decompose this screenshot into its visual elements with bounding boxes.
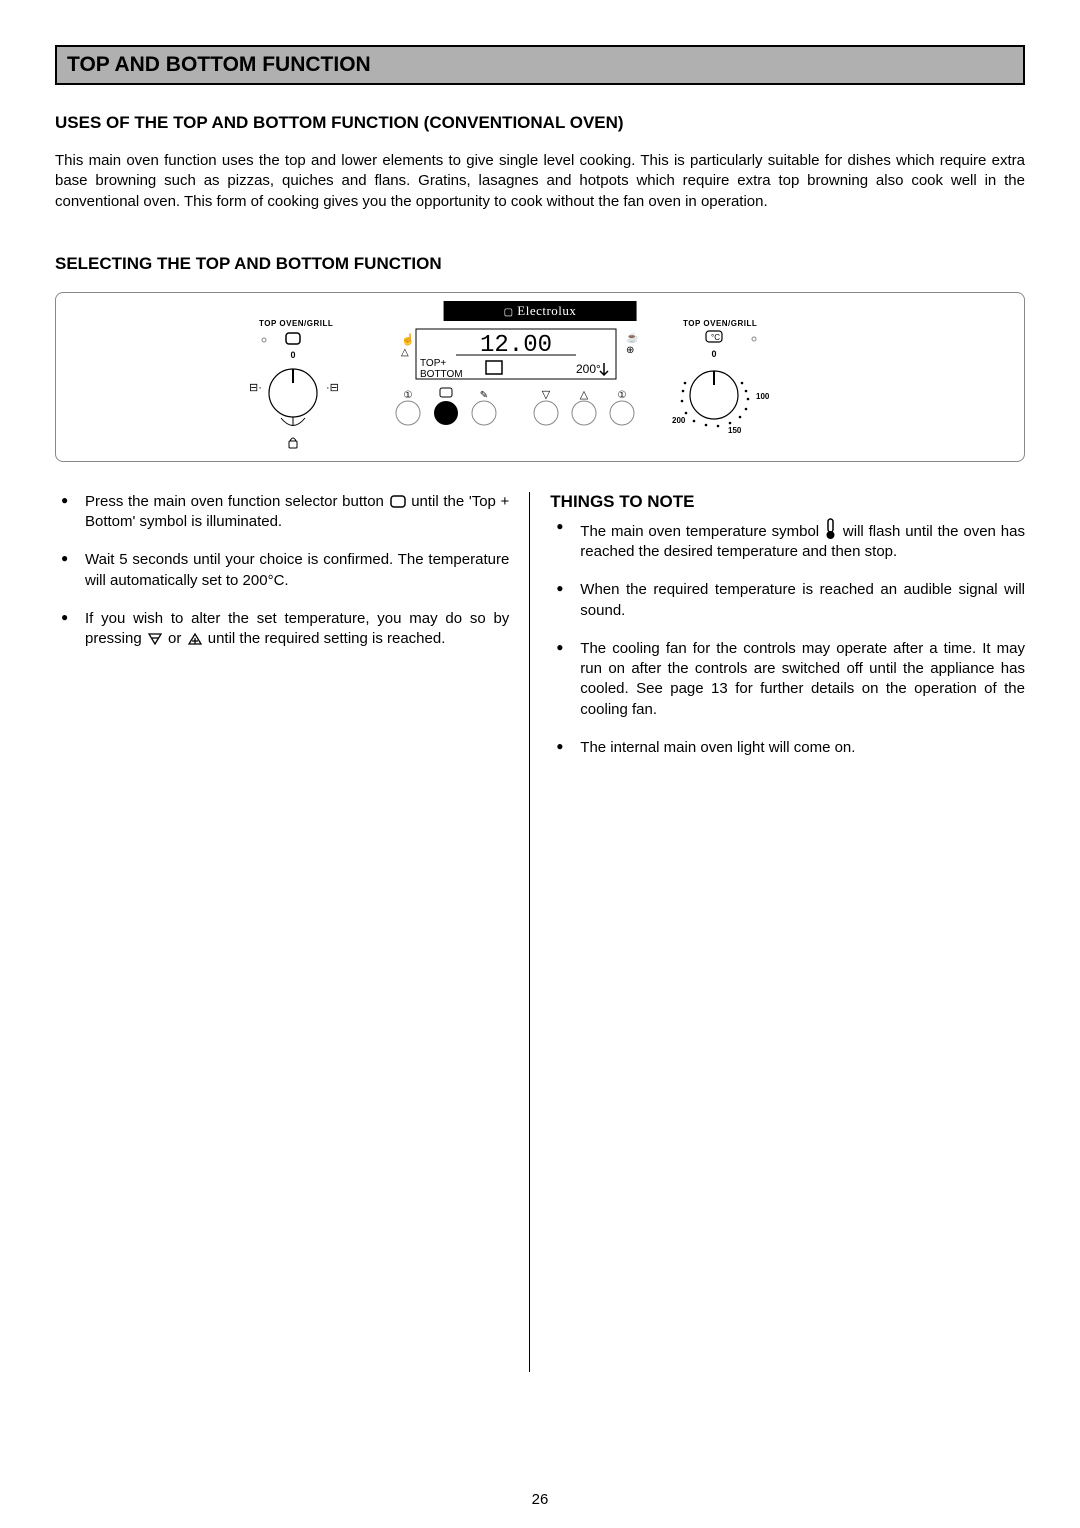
section-title-bar: TOP AND BOTTOM FUNCTION xyxy=(55,45,1025,85)
svg-text:°C: °C xyxy=(711,333,720,342)
list-item: Wait 5 seconds until your choice is conf… xyxy=(55,550,509,591)
section-title: TOP AND BOTTOM FUNCTION xyxy=(67,53,371,76)
svg-text:·⊟: ·⊟ xyxy=(326,382,339,394)
selecting-heading: SELECTING THE TOP AND BOTTOM FUNCTION xyxy=(55,254,1025,274)
svg-text:△: △ xyxy=(401,347,409,358)
bullet-text-pre: Press the main oven function selector bu… xyxy=(85,493,389,510)
svg-text:0: 0 xyxy=(711,349,716,359)
right-knob-icon: °C 0 100 150 200 xyxy=(666,323,796,453)
control-panel-diagram: ▢ Electrolux TOP OVEN/GRILL 0 ⊟· ·⊟ ☝ △ … xyxy=(55,292,1025,462)
right-column: THINGS TO NOTE The main oven temperature… xyxy=(530,492,1025,1372)
list-item: Press the main oven function selector bu… xyxy=(55,492,509,533)
svg-text:△: △ xyxy=(580,389,589,401)
svg-text:200°: 200° xyxy=(576,362,601,376)
thermometer-icon xyxy=(824,518,838,540)
bullet-text: Wait 5 seconds until your choice is conf… xyxy=(85,551,509,588)
svg-text:☝: ☝ xyxy=(401,332,415,346)
brand-label: ▢ Electrolux xyxy=(444,301,637,321)
svg-text:①: ① xyxy=(618,390,627,401)
svg-text:0: 0 xyxy=(290,350,295,360)
list-item: The main oven temperature symbol will fl… xyxy=(550,518,1025,563)
svg-text:⊕: ⊕ xyxy=(626,345,634,356)
uses-heading: USES OF THE TOP AND BOTTOM FUNCTION (CON… xyxy=(55,113,1025,133)
list-item: The internal main oven light will come o… xyxy=(550,738,1025,758)
svg-text:☕: ☕ xyxy=(626,331,638,344)
bullet-text: The cooling fan for the controls may ope… xyxy=(580,640,1025,718)
page-number: 26 xyxy=(532,1491,549,1508)
svg-text:200: 200 xyxy=(672,416,686,425)
svg-text:TOP+: TOP+ xyxy=(420,358,446,369)
center-display-icon: ☝ △ 12.00 TOP+ BOTTOM 200° ☕ ⊕ ① ✎ ▽ △ ① xyxy=(386,321,646,451)
bullet-text-mid: or xyxy=(168,630,186,647)
bullet-text-pre: The main oven temperature symbol xyxy=(580,523,824,540)
list-item: If you wish to alter the set temperature… xyxy=(55,609,509,650)
svg-text:150: 150 xyxy=(728,426,742,435)
plus-arrow-icon xyxy=(186,632,204,646)
right-bullet-list: The main oven temperature symbol will fl… xyxy=(550,518,1025,758)
svg-text:BOTTOM: BOTTOM xyxy=(420,369,463,380)
svg-text:▽: ▽ xyxy=(542,389,551,401)
left-knob-icon: 0 ⊟· ·⊟ xyxy=(226,323,346,453)
notes-heading: THINGS TO NOTE xyxy=(550,492,1025,512)
minus-arrow-icon xyxy=(146,632,164,646)
svg-text:①: ① xyxy=(404,390,413,401)
bullet-text-post: until the required setting is reached. xyxy=(208,630,446,647)
rounded-square-icon xyxy=(389,495,407,509)
bullet-text: When the required temperature is reached… xyxy=(580,581,1025,618)
svg-text:⊟·: ⊟· xyxy=(249,382,262,394)
two-column-layout: Press the main oven function selector bu… xyxy=(55,492,1025,1372)
list-item: When the required temperature is reached… xyxy=(550,580,1025,621)
left-bullet-list: Press the main oven function selector bu… xyxy=(55,492,509,650)
left-column: Press the main oven function selector bu… xyxy=(55,492,530,1372)
uses-paragraph: This main oven function uses the top and… xyxy=(55,151,1025,212)
svg-text:100: 100 xyxy=(756,392,770,401)
svg-text:✎: ✎ xyxy=(480,390,488,401)
bullet-text: The internal main oven light will come o… xyxy=(580,739,855,756)
list-item: The cooling fan for the controls may ope… xyxy=(550,639,1025,720)
